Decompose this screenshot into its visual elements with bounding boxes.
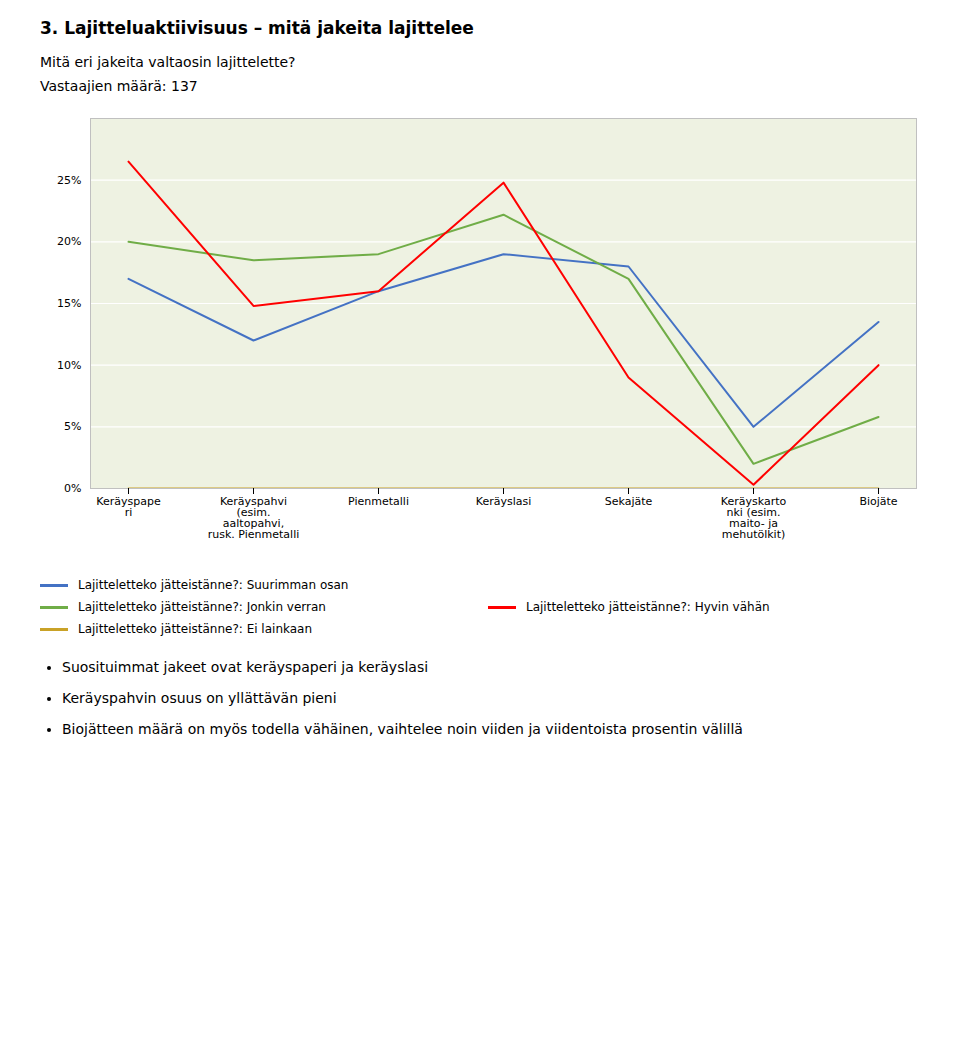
svg-text:25%: 25%	[57, 174, 81, 187]
svg-text:0%: 0%	[64, 482, 81, 495]
svg-text:Sekajäte: Sekajäte	[605, 495, 653, 508]
svg-text:20%: 20%	[57, 235, 81, 248]
html-text:Mitä eri jakeita valtaosin laj: Mitä eri jakeita valtaosin lajittelette?	[40, 54, 296, 70]
svg-text:Keräyspahvi(esim.aaltopahvi,ru: Keräyspahvi(esim.aaltopahvi,rusk. Pienme…	[208, 495, 299, 541]
svg-text:Biojäte: Biojäte	[859, 495, 897, 508]
html-text:Keräyspahvin osuus on yllättäv: Keräyspahvin osuus on yllättävän pieni	[62, 689, 337, 706]
html-text:Lajitteletteko jätteistänne?:: Lajitteletteko jätteistänne?: Jonkin ver…	[78, 600, 326, 614]
svg-text:10%: 10%	[57, 359, 81, 372]
html-text:3. Lajitteluaktiivisuus – mitä: 3. Lajitteluaktiivisuus – mitä jakeita l…	[40, 18, 474, 38]
html-text:Suosituimmat jakeet ovat keräy: Suosituimmat jakeet ovat keräyspaperi ja…	[62, 659, 429, 675]
svg-text:Keräyslasi: Keräyslasi	[476, 495, 532, 508]
svg-text:Keräyspaperi: Keräyspaperi	[96, 495, 161, 519]
svg-text:Keräyskartonki (esim.maito- ja: Keräyskartonki (esim.maito- jamehutölkit…	[721, 495, 787, 541]
svg-text:5%: 5%	[64, 420, 81, 433]
html-text:Lajitteletteko jätteistänne?:: Lajitteletteko jätteistänne?: Hyvin vähä…	[526, 600, 770, 614]
html-text:Lajitteletteko jätteistänne?:: Lajitteletteko jätteistänne?: Suurimman …	[78, 578, 349, 592]
svg-text:Pienmetalli: Pienmetalli	[348, 495, 409, 508]
svg-text:15%: 15%	[57, 297, 81, 310]
html-text:Biojätteen määrä on myös todel: Biojätteen määrä on myös todella vähäine…	[62, 720, 743, 737]
html-text:Lajitteletteko jätteistänne?:: Lajitteletteko jätteistänne?: Ei lainkaa…	[78, 622, 312, 636]
html-text:Vastaajien määrä: 137: Vastaajien määrä: 137	[40, 78, 198, 94]
